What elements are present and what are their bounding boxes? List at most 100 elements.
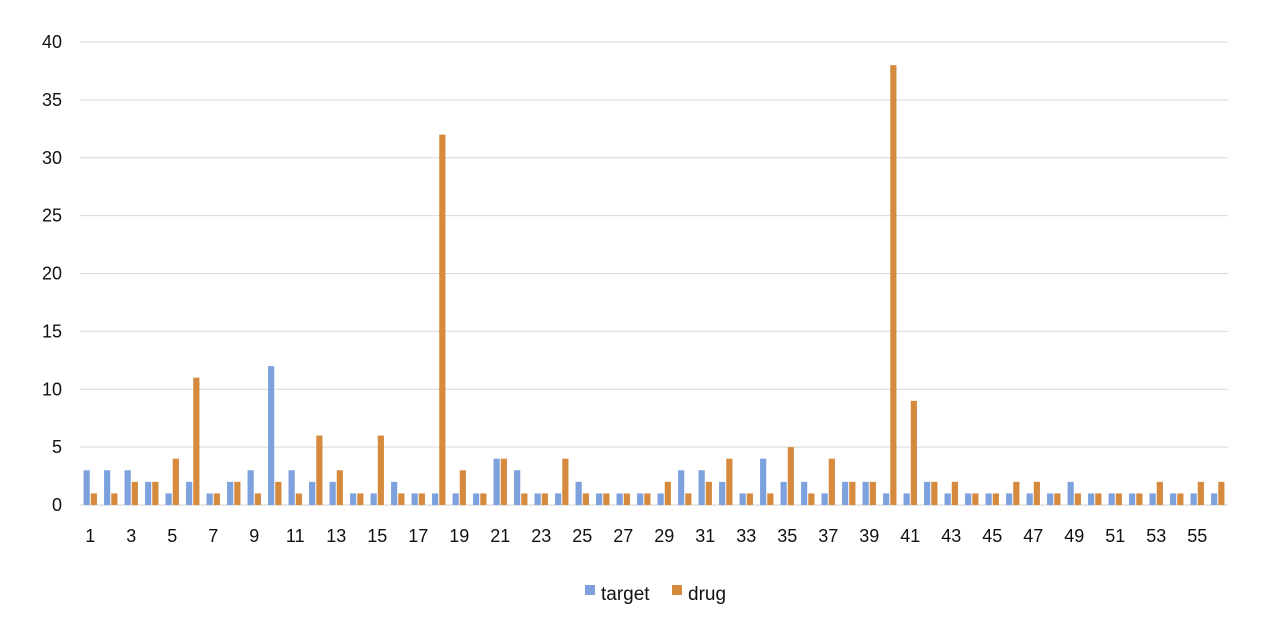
bar-target-54	[1170, 493, 1177, 505]
x-tick-label: 41	[900, 526, 920, 546]
y-tick-label: 40	[42, 32, 62, 52]
bar-target-8	[227, 481, 234, 505]
bar-drug-44	[972, 493, 979, 505]
x-tick-label: 47	[1023, 526, 1043, 546]
bar-drug-55	[1197, 481, 1204, 505]
x-tick-label: 27	[613, 526, 633, 546]
bar-drug-52	[1136, 493, 1143, 505]
bar-target-9	[247, 470, 254, 505]
bar-drug-21	[500, 458, 507, 505]
bar-drug-46	[1013, 481, 1020, 505]
bar-drug-33	[746, 493, 753, 505]
y-tick-label: 0	[52, 495, 62, 515]
bar-target-3	[124, 470, 131, 505]
bar-drug-49	[1074, 493, 1081, 505]
bar-drug-30	[685, 493, 692, 505]
bar-drug-37	[828, 458, 835, 505]
bar-target-5	[165, 493, 172, 505]
bar-drug-24	[562, 458, 569, 505]
bar-drug-38	[849, 481, 856, 505]
bar-target-43	[944, 493, 951, 505]
bar-drug-18	[439, 134, 446, 505]
bar-target-22	[514, 470, 521, 505]
bar-drug-16	[398, 493, 405, 505]
y-tick-label: 25	[42, 206, 62, 226]
bar-target-47	[1026, 493, 1033, 505]
bar-drug-41	[910, 400, 917, 505]
legend: target drug	[585, 584, 726, 605]
bar-drug-23	[541, 493, 548, 505]
bar-target-32	[719, 481, 726, 505]
x-tick-label: 31	[695, 526, 715, 546]
bar-target-4	[145, 481, 152, 505]
bar-target-18	[432, 493, 439, 505]
legend-swatch-drug	[672, 585, 682, 595]
bar-drug-54	[1177, 493, 1184, 505]
bar-drug-15	[377, 435, 384, 505]
bar-drug-22	[521, 493, 528, 505]
x-tick-label: 11	[286, 526, 305, 546]
bar-target-24	[555, 493, 562, 505]
bar-target-10	[268, 366, 275, 505]
x-tick-label: 17	[408, 526, 428, 546]
bar-drug-26	[603, 493, 610, 505]
bar-target-44	[965, 493, 972, 505]
bar-target-48	[1047, 493, 1054, 505]
bar-target-42	[924, 481, 931, 505]
x-tick-label: 5	[167, 526, 177, 546]
bar-target-36	[801, 481, 808, 505]
x-tick-label: 1	[85, 526, 95, 546]
bar-target-13	[329, 481, 336, 505]
bar-drug-28	[644, 493, 651, 505]
bar-drug-9	[254, 493, 261, 505]
bar-drug-47	[1033, 481, 1040, 505]
bar-target-16	[391, 481, 398, 505]
bar-drug-1	[90, 493, 97, 505]
bar-drug-53	[1156, 481, 1163, 505]
x-tick-label: 9	[249, 526, 259, 546]
bar-target-40	[883, 493, 890, 505]
bar-drug-20	[480, 493, 487, 505]
bar-drug-11	[295, 493, 302, 505]
bar-drug-40	[890, 65, 897, 506]
bar-drug-56	[1218, 481, 1225, 505]
bar-drug-34	[767, 493, 774, 505]
x-tick-label: 21	[490, 526, 510, 546]
bar-drug-4	[152, 481, 159, 505]
bar-target-19	[452, 493, 459, 505]
bar-target-6	[186, 481, 193, 505]
x-tick-label: 13	[326, 526, 346, 546]
bar-target-29	[657, 493, 664, 505]
bar-target-38	[842, 481, 849, 505]
bar-target-30	[678, 470, 685, 505]
bar-target-53	[1149, 493, 1156, 505]
bar-target-49	[1067, 481, 1074, 505]
bar-target-31	[698, 470, 705, 505]
x-tick-label: 43	[941, 526, 961, 546]
x-tick-label: 15	[367, 526, 387, 546]
bar-drug-32	[726, 458, 733, 505]
x-tick-label: 49	[1064, 526, 1084, 546]
bar-target-21	[493, 458, 500, 505]
bar-drug-25	[582, 493, 589, 505]
bar-drug-7	[213, 493, 220, 505]
gridlines	[80, 41, 1228, 506]
x-tick-label: 29	[654, 526, 674, 546]
bar-drug-27	[623, 493, 630, 505]
bars	[83, 65, 1225, 506]
y-tick-label: 30	[42, 148, 62, 168]
bar-target-26	[596, 493, 603, 505]
bar-target-41	[903, 493, 910, 505]
x-tick-label: 51	[1105, 526, 1125, 546]
bar-target-23	[534, 493, 541, 505]
x-tick-label: 45	[982, 526, 1002, 546]
bar-target-37	[821, 493, 828, 505]
x-tick-label: 7	[208, 526, 218, 546]
x-tick-label: 35	[777, 526, 797, 546]
bar-target-1	[83, 470, 90, 505]
bar-drug-51	[1115, 493, 1122, 505]
x-tick-label: 33	[736, 526, 756, 546]
y-axis-tick-labels: 0 5 10 15 20 25 30 35 40	[42, 32, 62, 515]
bar-drug-31	[705, 481, 712, 505]
y-tick-label: 15	[42, 321, 62, 341]
